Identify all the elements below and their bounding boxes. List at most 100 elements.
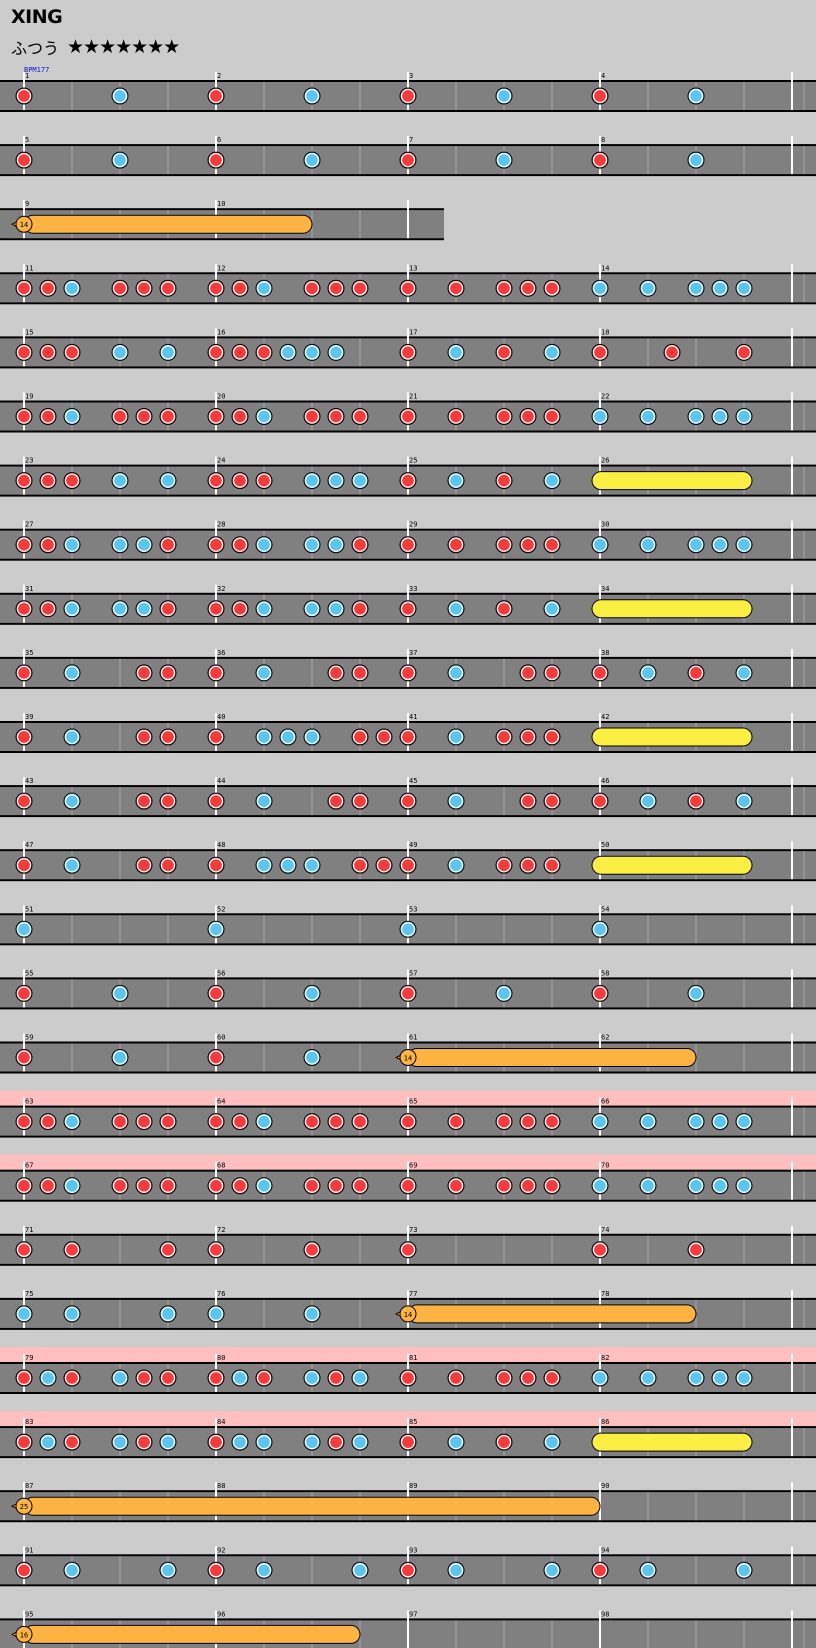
- note-rim: [304, 345, 320, 360]
- measure-number: 19: [25, 393, 33, 401]
- note-rim: [448, 1370, 464, 1386]
- measure-number: 31: [25, 585, 33, 593]
- don-note: [519, 856, 537, 874]
- note-rim: [304, 409, 320, 424]
- note-rim: [328, 473, 344, 488]
- note-rim: [592, 281, 608, 296]
- ka-note: [447, 856, 465, 874]
- note-rim: [736, 665, 752, 681]
- measure-number: 72: [217, 1226, 225, 1234]
- note-rim: [112, 281, 128, 296]
- don-note: [39, 472, 57, 490]
- don-note: [39, 536, 57, 554]
- ka-note: [591, 1113, 609, 1131]
- note-rim: [64, 537, 80, 552]
- note-rim: [592, 345, 608, 360]
- lane-bottom-edge: [0, 494, 816, 497]
- note-rim: [64, 665, 80, 681]
- note-rim: [544, 601, 560, 616]
- note-rim: [160, 1178, 176, 1193]
- note-rim: [544, 409, 560, 424]
- don-note: [135, 279, 153, 297]
- don-note: [159, 728, 177, 746]
- note-rim: [16, 1114, 32, 1129]
- note-rim: [688, 1114, 704, 1129]
- don-note: [351, 536, 369, 554]
- lane-bottom-edge: [0, 686, 816, 689]
- ka-note: [279, 343, 297, 361]
- note-rim: [160, 281, 176, 296]
- don-note: [399, 343, 417, 361]
- measure-number: 32: [217, 585, 225, 593]
- ka-note: [639, 279, 657, 297]
- note-rim: [400, 1563, 416, 1578]
- note-rim: [232, 601, 248, 616]
- don-note: [495, 1369, 513, 1387]
- ka-note: [15, 1305, 33, 1323]
- ka-note: [303, 151, 321, 169]
- measure-number: 93: [409, 1546, 417, 1554]
- measure-number: 96: [217, 1610, 225, 1618]
- ka-note: [63, 1113, 81, 1131]
- don-note: [135, 664, 153, 682]
- don-note: [447, 1177, 465, 1195]
- note-rim: [640, 1114, 656, 1129]
- don-note: [63, 343, 81, 361]
- measure-number: 1: [25, 72, 29, 80]
- don-note: [495, 728, 513, 746]
- lane-bottom-edge: [0, 558, 816, 561]
- note-rim: [208, 1306, 224, 1322]
- note-rim: [520, 793, 536, 809]
- lane-bottom-edge: [0, 1071, 816, 1074]
- ka-note: [207, 1305, 225, 1323]
- measure-number: 38: [601, 649, 609, 657]
- don-note: [255, 472, 273, 490]
- note-rim: [160, 1563, 176, 1578]
- note-rim: [256, 858, 272, 873]
- measure-number: 54: [601, 905, 609, 913]
- note-rim: [208, 1370, 224, 1386]
- don-note: [159, 856, 177, 874]
- don-note: [591, 151, 609, 169]
- measure-number: 14: [601, 264, 609, 272]
- ka-note: [63, 279, 81, 297]
- note-rim: [40, 1178, 56, 1193]
- lane-bottom-edge: [0, 1007, 816, 1010]
- don-note: [207, 600, 225, 618]
- don-note: [399, 1241, 417, 1259]
- note-rim: [544, 793, 560, 809]
- measure-number: 91: [25, 1546, 33, 1554]
- measure-number: 80: [217, 1354, 225, 1362]
- ka-note: [447, 792, 465, 810]
- don-note: [159, 664, 177, 682]
- note-rim: [136, 665, 152, 681]
- ka-note: [111, 343, 129, 361]
- note-rim: [640, 665, 656, 681]
- note-rim: [208, 345, 224, 360]
- note-rim: [712, 281, 728, 296]
- ka-note: [255, 856, 273, 874]
- don-note: [399, 728, 417, 746]
- note-rim: [40, 537, 56, 552]
- don-note: [543, 408, 561, 425]
- don-note: [399, 1561, 417, 1579]
- ka-note: [255, 1561, 273, 1579]
- note-rim: [328, 665, 344, 681]
- ka-note: [447, 1561, 465, 1579]
- note-rim: [208, 1242, 224, 1257]
- ka-note: [495, 151, 513, 169]
- note-rim: [664, 345, 680, 360]
- note-rim: [400, 793, 416, 809]
- note-rim: [736, 281, 752, 296]
- measure-number: 41: [409, 713, 417, 721]
- song-title: XING: [11, 6, 63, 28]
- ka-note: [255, 279, 273, 297]
- note-rim: [160, 537, 176, 552]
- don-note: [543, 664, 561, 682]
- note-rim: [112, 1178, 128, 1193]
- measure-number: 3: [409, 72, 413, 80]
- don-note: [519, 1369, 537, 1387]
- measure-number: 89: [409, 1482, 417, 1490]
- note-rim: [208, 601, 224, 616]
- note-rim: [448, 537, 464, 552]
